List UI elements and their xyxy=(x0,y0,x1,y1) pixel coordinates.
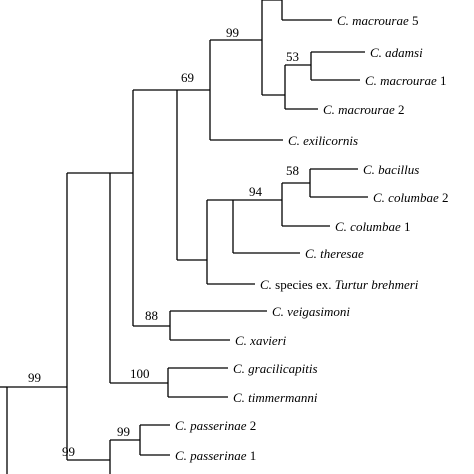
taxon-label: C. passerinae 1 xyxy=(175,448,256,463)
taxon-label: C. macrourae 5 xyxy=(337,13,419,28)
bootstrap-value: 99 xyxy=(226,25,239,40)
taxon-label: C. timmermanni xyxy=(233,390,318,405)
taxon-label: C. species ex. Turtur brehmeri xyxy=(260,277,419,292)
bootstrap-value: 99 xyxy=(62,444,75,459)
bootstrap-value: 58 xyxy=(286,163,299,178)
taxon-label: C. macrourae 1 xyxy=(365,73,447,88)
taxon-label: C. theresae xyxy=(305,246,364,261)
taxon-label: C. columbae 1 xyxy=(335,219,410,234)
bootstrap-value: 69 xyxy=(181,70,194,85)
taxon-label: C. gracilicapitis xyxy=(233,361,318,376)
bootstrap-value: 88 xyxy=(145,308,158,323)
bootstrap-value: 53 xyxy=(286,49,299,64)
taxon-label: C. exilicornis xyxy=(288,133,358,148)
taxon-label: C. passerinae 2 xyxy=(175,418,256,433)
taxon-labels: C. macrourae 5 C. adamsi C. macrourae 1 … xyxy=(175,13,448,463)
bootstrap-value: 100 xyxy=(130,366,150,381)
bootstrap-values: 99 53 69 58 94 88 100 99 99 99 xyxy=(28,25,299,459)
taxon-label: C. bacillus xyxy=(363,162,419,177)
taxon-label: C. xavieri xyxy=(235,333,287,348)
bootstrap-value: 99 xyxy=(28,370,41,385)
taxon-label: C. macrourae 2 xyxy=(323,102,405,117)
tree-branches xyxy=(0,0,368,474)
bootstrap-value: 94 xyxy=(249,184,263,199)
taxon-label: C. columbae 2 xyxy=(373,190,448,205)
taxon-label: C. veigasimoni xyxy=(272,304,350,319)
bootstrap-value: 99 xyxy=(117,424,130,439)
taxon-label: C. adamsi xyxy=(370,45,423,60)
